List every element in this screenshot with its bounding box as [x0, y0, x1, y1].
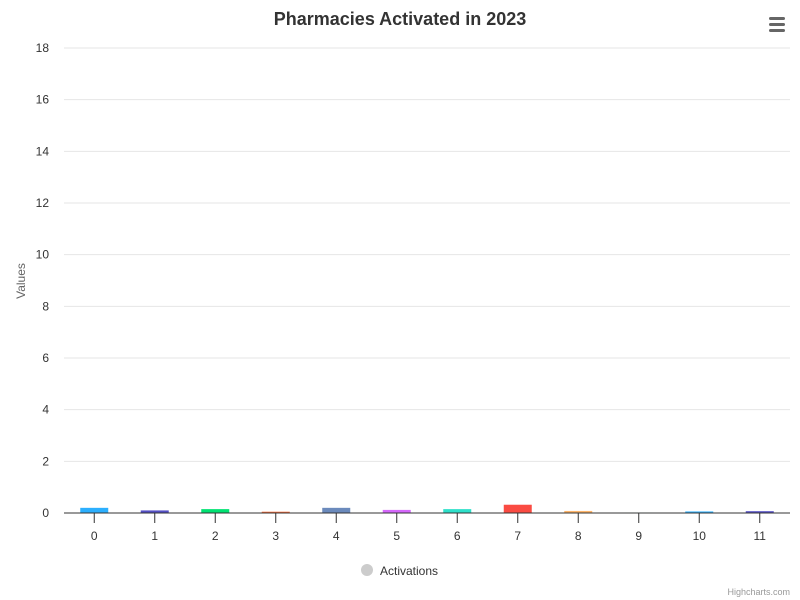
bar-11[interactable]: [745, 511, 774, 513]
y-tick-label: 2: [42, 454, 49, 468]
y-tick-label: 18: [36, 41, 50, 55]
y-tick-label: 10: [36, 248, 50, 262]
bar-2[interactable]: [201, 509, 230, 513]
x-tick-label: 6: [454, 529, 461, 543]
chart-title: Pharmacies Activated in 2023: [274, 9, 526, 29]
x-tick-label: 11: [754, 529, 767, 543]
y-axis-title: Values: [14, 263, 28, 299]
legend-item-activations[interactable]: Activations: [361, 564, 438, 578]
x-tick-label: 5: [393, 529, 400, 543]
x-tick-label: 8: [575, 529, 582, 543]
x-tick-label: 3: [272, 529, 279, 543]
y-tick-label: 0: [42, 506, 49, 520]
x-tick-label: 1: [151, 529, 158, 543]
bar-8[interactable]: [564, 510, 593, 513]
y-tick-label: 8: [42, 299, 49, 313]
bar-1[interactable]: [140, 510, 169, 513]
legend-label: Activations: [380, 564, 438, 578]
bar-7[interactable]: [503, 504, 532, 513]
bar-4[interactable]: [322, 507, 351, 513]
y-tick-label: 6: [42, 351, 49, 365]
gridlines: [64, 47, 790, 462]
bar-10[interactable]: [685, 511, 714, 513]
y-tick-label: 4: [42, 403, 49, 417]
hamburger-menu-icon: [769, 17, 785, 32]
x-tick-label: 4: [333, 529, 340, 543]
bar-6[interactable]: [443, 509, 472, 513]
y-tick-label: 16: [36, 93, 50, 107]
x-tick-label: 10: [693, 529, 707, 543]
context-menu-button[interactable]: [762, 10, 792, 38]
legend-marker: [361, 564, 373, 576]
x-tick-label: 7: [514, 529, 521, 543]
x-tick-label: 0: [91, 529, 98, 543]
x-axis-ticks: 0 1 2 3 4 5 6 7 8 9 10 11: [91, 513, 766, 543]
credits-link[interactable]: Highcharts.com: [727, 587, 790, 597]
x-tick-label: 2: [212, 529, 219, 543]
y-tick-label: 14: [36, 144, 50, 158]
y-tick-label: 12: [36, 196, 50, 210]
y-axis-ticks: 0 2 4 6 8 10 12 14 16 18: [36, 41, 50, 520]
bar-3[interactable]: [261, 511, 290, 513]
bar-5[interactable]: [382, 509, 411, 513]
bar-0[interactable]: [80, 507, 109, 513]
bar-series: [80, 504, 774, 513]
x-tick-label: 9: [635, 529, 642, 543]
